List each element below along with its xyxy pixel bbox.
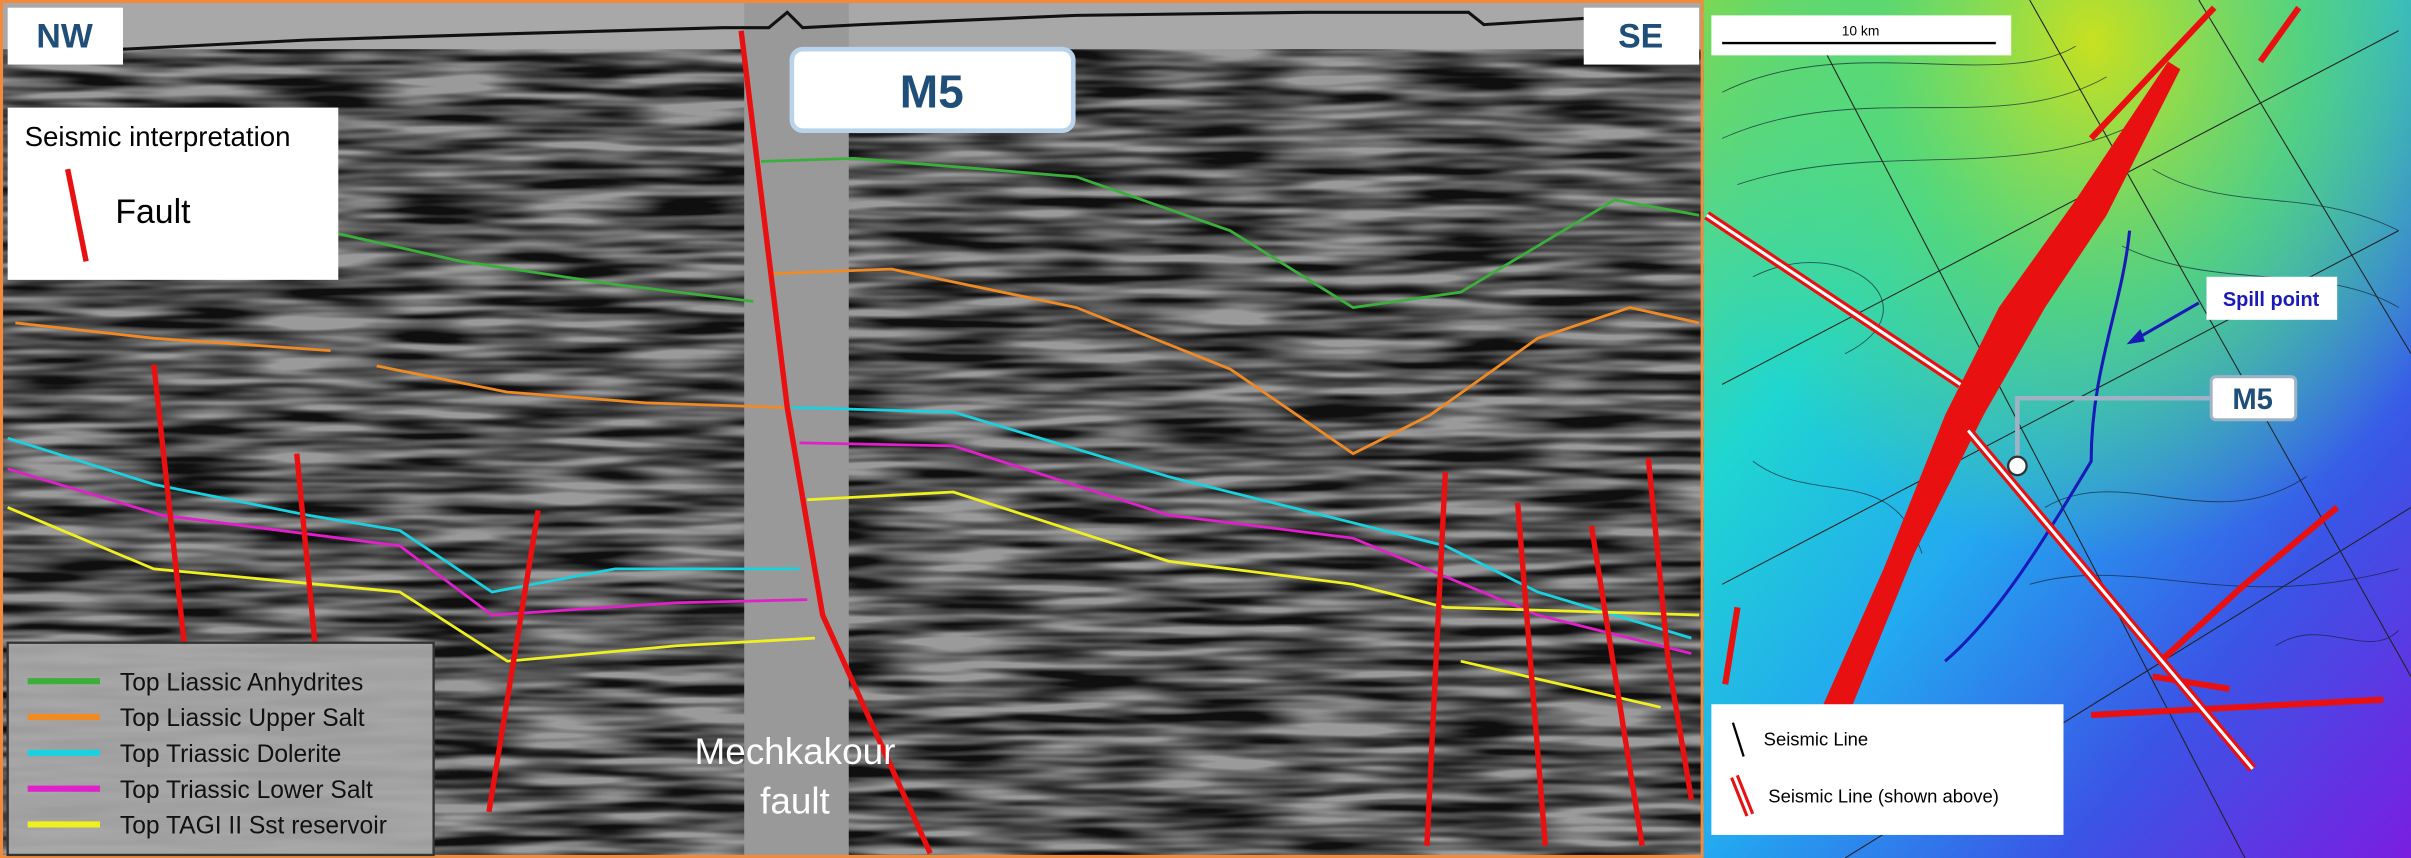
- arrow-head: [2126, 329, 2145, 345]
- fault: [294, 453, 318, 647]
- fault: [2152, 673, 2231, 692]
- horizon: [768, 267, 1700, 456]
- line-inner: [1705, 213, 1962, 386]
- map-legend: [1711, 704, 2064, 835]
- map-faults: [1722, 5, 2384, 719]
- seismic-line: [1721, 30, 2399, 385]
- horizon: [1460, 659, 1661, 709]
- contour: [1721, 45, 2077, 93]
- section-border: [0, 0, 1704, 858]
- nw-box: [7, 7, 124, 65]
- horizon: [337, 232, 754, 303]
- legend-shown-swatch-inner: [1733, 775, 1752, 816]
- scale-label: 10 km: [1842, 22, 1880, 38]
- scale-box: [1711, 15, 2012, 56]
- topography: [122, 10, 1584, 51]
- well-box: [789, 46, 1076, 134]
- fault: [486, 510, 541, 813]
- horizon: [761, 156, 1700, 309]
- fault: [2257, 5, 2302, 64]
- contour: [2044, 476, 2307, 508]
- spill-label: Spill point: [2223, 289, 2320, 311]
- horizon: [799, 441, 1692, 655]
- horizon-legend-items: Top Liassic Anhydrites Top Liassic Upper …: [27, 669, 387, 840]
- interp-title: Seismic interpretation: [25, 121, 291, 152]
- seismic-line: [1813, 30, 2246, 858]
- legend-line-swatch: [1731, 722, 1745, 757]
- map-well-label: M5: [2232, 384, 2273, 416]
- fault: [1588, 525, 1645, 847]
- fault-swatch: [65, 168, 89, 262]
- horizon: [7, 506, 816, 663]
- horizon: [15, 321, 331, 352]
- nw-label: NW: [36, 18, 92, 56]
- main-fault: [738, 30, 933, 855]
- well-label: M5: [900, 66, 964, 118]
- contour: [1737, 122, 2138, 185]
- contour: [1721, 76, 2107, 139]
- map: 10 km Spill point M5 Seismic Line Seismi…: [1703, 0, 2411, 858]
- map-legend-entry: Seismic Line (shown above): [1768, 786, 1999, 807]
- seismic-line: [2029, 0, 2411, 677]
- fault: [1722, 606, 1741, 685]
- fault: [2088, 5, 2217, 141]
- horizon: [376, 364, 785, 409]
- horizon: [7, 436, 800, 594]
- horizons: [7, 156, 1700, 709]
- seismic-section: NW SE M5 Seismic interpretation Fault Me…: [0, 0, 1704, 858]
- horizon: [791, 406, 1692, 640]
- horizon: [7, 467, 808, 617]
- fault: [2158, 505, 2340, 664]
- fault-name: Mechkakour: [694, 731, 895, 772]
- well-marker: [2006, 455, 2028, 477]
- legend-entry: Top Liassic Upper Salt: [120, 705, 365, 732]
- map-legend-entry: Seismic Line: [1764, 729, 1869, 750]
- fault: [151, 364, 188, 647]
- legend-entry: Top Liassic Anhydrites: [120, 669, 363, 696]
- fault-name: fault: [760, 780, 830, 821]
- legend-entry: Top Triassic Dolerite: [120, 741, 341, 768]
- fault: [1514, 502, 1548, 846]
- seismic-line: [2198, 0, 2411, 354]
- spill-box: [2206, 276, 2338, 320]
- fault-label: Fault: [115, 193, 191, 231]
- faults: [151, 30, 1695, 855]
- line-inner: [1966, 429, 2254, 770]
- contour: [2152, 168, 2399, 232]
- se-label: SE: [1618, 18, 1663, 56]
- legend-entry: Top Triassic Lower Salt: [120, 777, 373, 804]
- horizon: [807, 490, 1700, 617]
- fault: [1645, 457, 1695, 801]
- well-leader: [2015, 395, 2212, 466]
- legend-entry: Top TAGI II Sst reservoir: [120, 813, 387, 840]
- interp-legend: [7, 107, 339, 280]
- spill-arrow: [2136, 301, 2200, 340]
- se-box: [1583, 7, 1700, 65]
- main-fault-map: [1822, 61, 2181, 708]
- shown-seismic-line: [1704, 211, 2257, 772]
- contour: [2029, 568, 2399, 588]
- contour: [2275, 630, 2400, 647]
- fault: [2091, 696, 2384, 719]
- well-band: [744, 0, 849, 858]
- map-well-box: [2209, 375, 2298, 422]
- spill-contour: [1944, 230, 2132, 663]
- fault: [1424, 471, 1449, 846]
